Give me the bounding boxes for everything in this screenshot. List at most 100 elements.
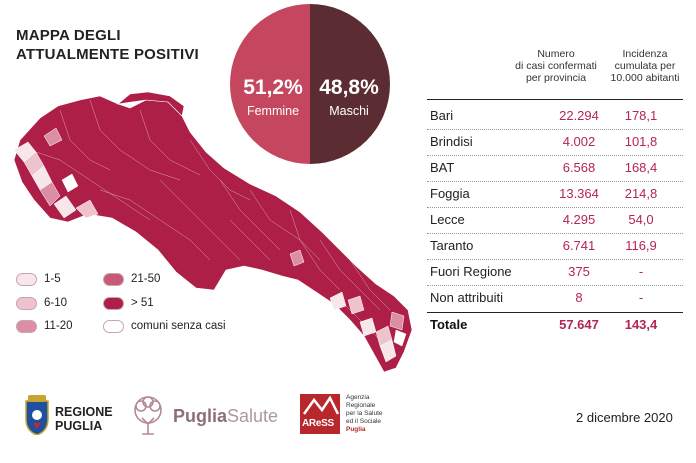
header-cases-line: Numero — [537, 48, 575, 60]
table-row: BAT 6.568 168,4 — [430, 156, 690, 182]
total-cases: 57.647 — [559, 317, 599, 332]
regione-line-1: REGIONE — [55, 405, 113, 419]
puglia-word: Puglia — [173, 406, 228, 426]
province-name: Brindisi — [430, 134, 473, 149]
aress-abbr: AReSS — [302, 418, 334, 429]
legend-label: > 51 — [131, 297, 154, 309]
table-row: Brindisi 4.002 101,8 — [430, 130, 690, 156]
gargano-shape — [116, 91, 185, 117]
low-count-municipalities — [13, 127, 407, 363]
province-incidence: 168,4 — [624, 160, 658, 175]
total-incidence: 143,4 — [624, 317, 658, 332]
header-cases: Numero di casi confermati per provincia — [500, 48, 612, 84]
aress-symbol-icon — [302, 395, 340, 415]
municipality — [379, 339, 397, 363]
legend-swatch — [103, 320, 124, 333]
municipality — [389, 311, 405, 331]
aress-line: Regionale — [346, 402, 376, 409]
aress-line: ed il Sociale — [346, 418, 382, 425]
province-name: Taranto — [430, 238, 474, 253]
aress-text: Agenzia Regionale per la Salute ed il So… — [346, 394, 416, 434]
total-label: Totale — [430, 317, 468, 332]
row-divider — [427, 155, 683, 156]
province-name: Bari — [430, 108, 454, 123]
municipality — [53, 195, 77, 219]
province-name: Non attribuiti — [430, 290, 503, 305]
row-divider — [427, 233, 683, 234]
province-cases: 4.002 — [562, 134, 596, 149]
municipality — [289, 249, 305, 267]
province-name: Lecce — [430, 212, 465, 227]
regione-puglia-logo: REGIONE PUGLIA — [24, 395, 113, 440]
salute-word: Salute — [227, 406, 279, 426]
province-cases: 6.568 — [562, 160, 596, 175]
province-cases: 6.741 — [562, 238, 596, 253]
female-half — [230, 4, 310, 164]
male-label: Maschi — [329, 104, 369, 118]
province-incidence: 54,0 — [628, 212, 654, 227]
legend-swatch — [16, 273, 37, 286]
province-cases: 375 — [568, 264, 590, 279]
row-divider — [427, 259, 683, 260]
tree-icon — [134, 396, 162, 435]
aress-mark: AReSS — [300, 394, 340, 434]
table-top-line — [427, 99, 683, 100]
municipality — [347, 295, 365, 315]
header-incidence-line: cumulata per — [614, 60, 676, 72]
male-half — [310, 4, 390, 164]
province-name: Fuori Regione — [430, 264, 512, 279]
header-cases-line: di casi confermati — [515, 60, 597, 72]
row-divider — [427, 129, 683, 130]
table-row: Fuori Regione 375 - — [430, 260, 690, 286]
legend-label: 11-20 — [44, 320, 73, 332]
row-divider — [427, 181, 683, 182]
table-row: Non attribuiti 8 - — [430, 286, 690, 312]
province-cases: 8 — [575, 290, 583, 305]
legend-swatch — [103, 297, 124, 310]
puglia-map — [13, 91, 413, 373]
row-divider — [427, 285, 683, 286]
aress-line: Agenzia — [346, 394, 370, 401]
legend-swatch — [16, 320, 37, 333]
header-incidence: Incidenza cumulata per 10.000 abitanti — [602, 48, 688, 84]
aress-line: Puglia — [346, 426, 366, 433]
puglia-salute-logo: PugliaSalute — [128, 394, 278, 441]
municipality — [61, 173, 79, 193]
total-top-line — [427, 312, 683, 313]
legend-swatch — [103, 273, 124, 286]
female-percent: 51,2% — [243, 76, 303, 99]
municipality-borders — [29, 99, 391, 341]
legend-label: comuni senza casi — [131, 320, 226, 332]
header-incidence-line: 10.000 abitanti — [610, 72, 680, 84]
legend-label: 6-10 — [44, 297, 68, 309]
municipality — [75, 199, 99, 219]
male-percent: 48,8% — [319, 76, 379, 99]
legend-swatch — [16, 297, 37, 310]
province-incidence: - — [638, 290, 644, 305]
province-incidence: 116,9 — [625, 238, 657, 253]
table-row: Lecce 4.295 54,0 — [430, 208, 690, 234]
total-row: Totale 57.647 143,4 — [430, 313, 690, 339]
female-label: Femmine — [246, 104, 300, 118]
aress-line: per la Salute — [346, 410, 383, 417]
table-row: Foggia 13.364 214,8 — [430, 182, 690, 208]
page-title: MAPPA DEGLI ATTUALMENTE POSITIVI — [16, 26, 199, 64]
province-incidence: 101,8 — [624, 134, 658, 149]
province-name: BAT — [430, 160, 455, 175]
municipality — [43, 127, 63, 147]
province-incidence: - — [638, 264, 644, 279]
province-incidence: 178,1 — [624, 108, 658, 123]
regione-crest-icon — [25, 395, 49, 436]
legend-label: 21-50 — [131, 273, 161, 285]
province-cases: 22.294 — [559, 108, 599, 123]
table-row: Bari 22.294 178,1 — [430, 104, 690, 130]
puglia-salute-wordmark: PugliaSalute — [173, 406, 278, 427]
header-incidence-line: Incidenza — [622, 48, 668, 60]
province-cases: 4.295 — [562, 212, 596, 227]
table-row: Taranto 6.741 116,9 — [430, 234, 690, 260]
legend-label: 1-5 — [44, 273, 61, 285]
row-divider — [427, 207, 683, 208]
title-line-2: ATTUALMENTE POSITIVI — [16, 46, 199, 63]
province-incidence: 214,8 — [624, 186, 658, 201]
report-date: 2 dicembre 2020 — [576, 410, 673, 425]
